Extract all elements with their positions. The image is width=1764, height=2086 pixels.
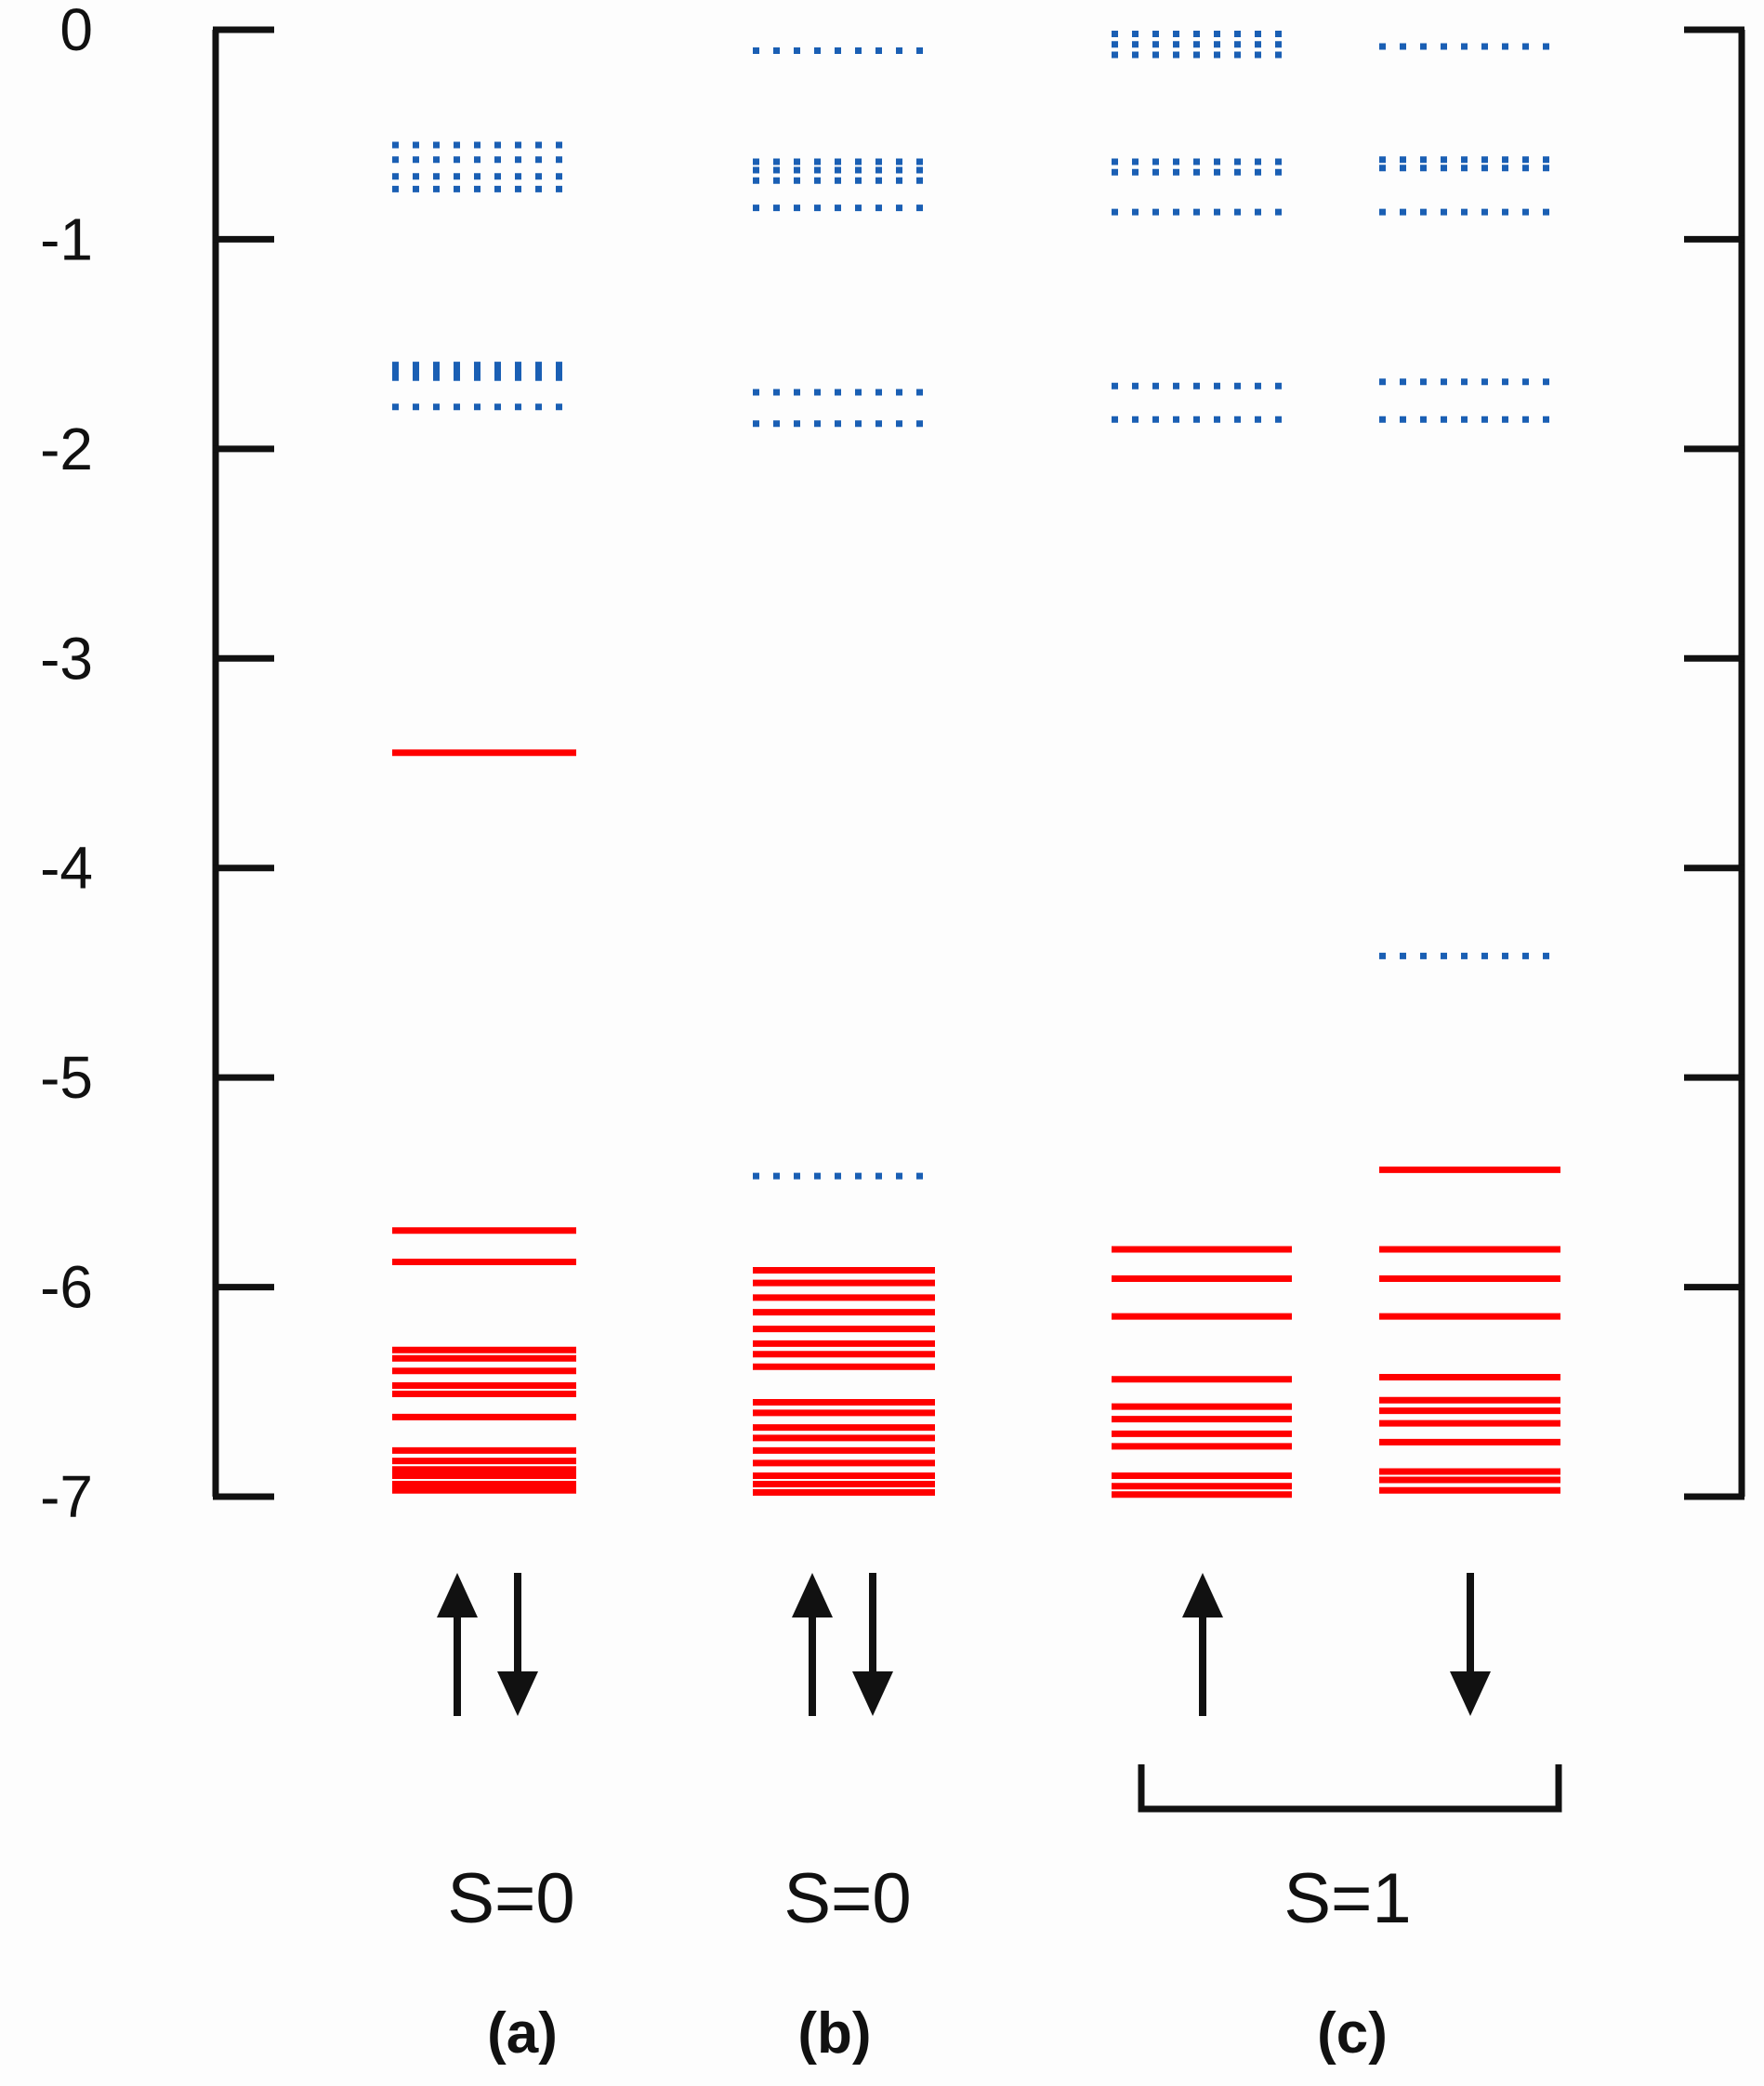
arrow-head [437,1573,478,1617]
y-tick-label: -5 [40,1044,93,1111]
spin-label-a: S=0 [447,1859,574,1938]
arrow-head [792,1573,833,1617]
spin-up-arrow [792,1573,833,1716]
arrow-head [1450,1671,1491,1716]
arrow-head [1182,1573,1223,1617]
y-tick-label: -6 [40,1254,93,1321]
y-tick-label: 0 [59,0,93,63]
y-tick-label: -3 [40,625,93,692]
spin-up-arrow [1182,1573,1223,1716]
panel-label-b: (b) [797,2001,871,2066]
spin-down-arrow [852,1573,893,1716]
spin-arrows [437,1573,1491,1716]
panel-label-c: (c) [1317,2001,1388,2066]
spin-down-arrow [497,1573,538,1716]
panel-c-bracket [1138,1764,1562,1813]
arrow-head [852,1671,893,1716]
spin-down-arrow [1450,1573,1491,1716]
energy-levels [392,31,1560,1498]
y-tick-label: -7 [40,1463,93,1530]
spin-label-c: S=1 [1284,1859,1411,1938]
panel-label-a: (a) [487,2001,558,2066]
y-tick-label: -2 [40,416,93,482]
spin-up-arrow [437,1573,478,1716]
axes: 0 -1 -2 -3 -4 -5 -6 -7 [40,0,1745,1530]
arrow-head [497,1671,538,1716]
y-tick-label: -1 [40,205,93,272]
y-tick-label: -4 [40,835,93,902]
spin-label-b: S=0 [783,1859,911,1938]
